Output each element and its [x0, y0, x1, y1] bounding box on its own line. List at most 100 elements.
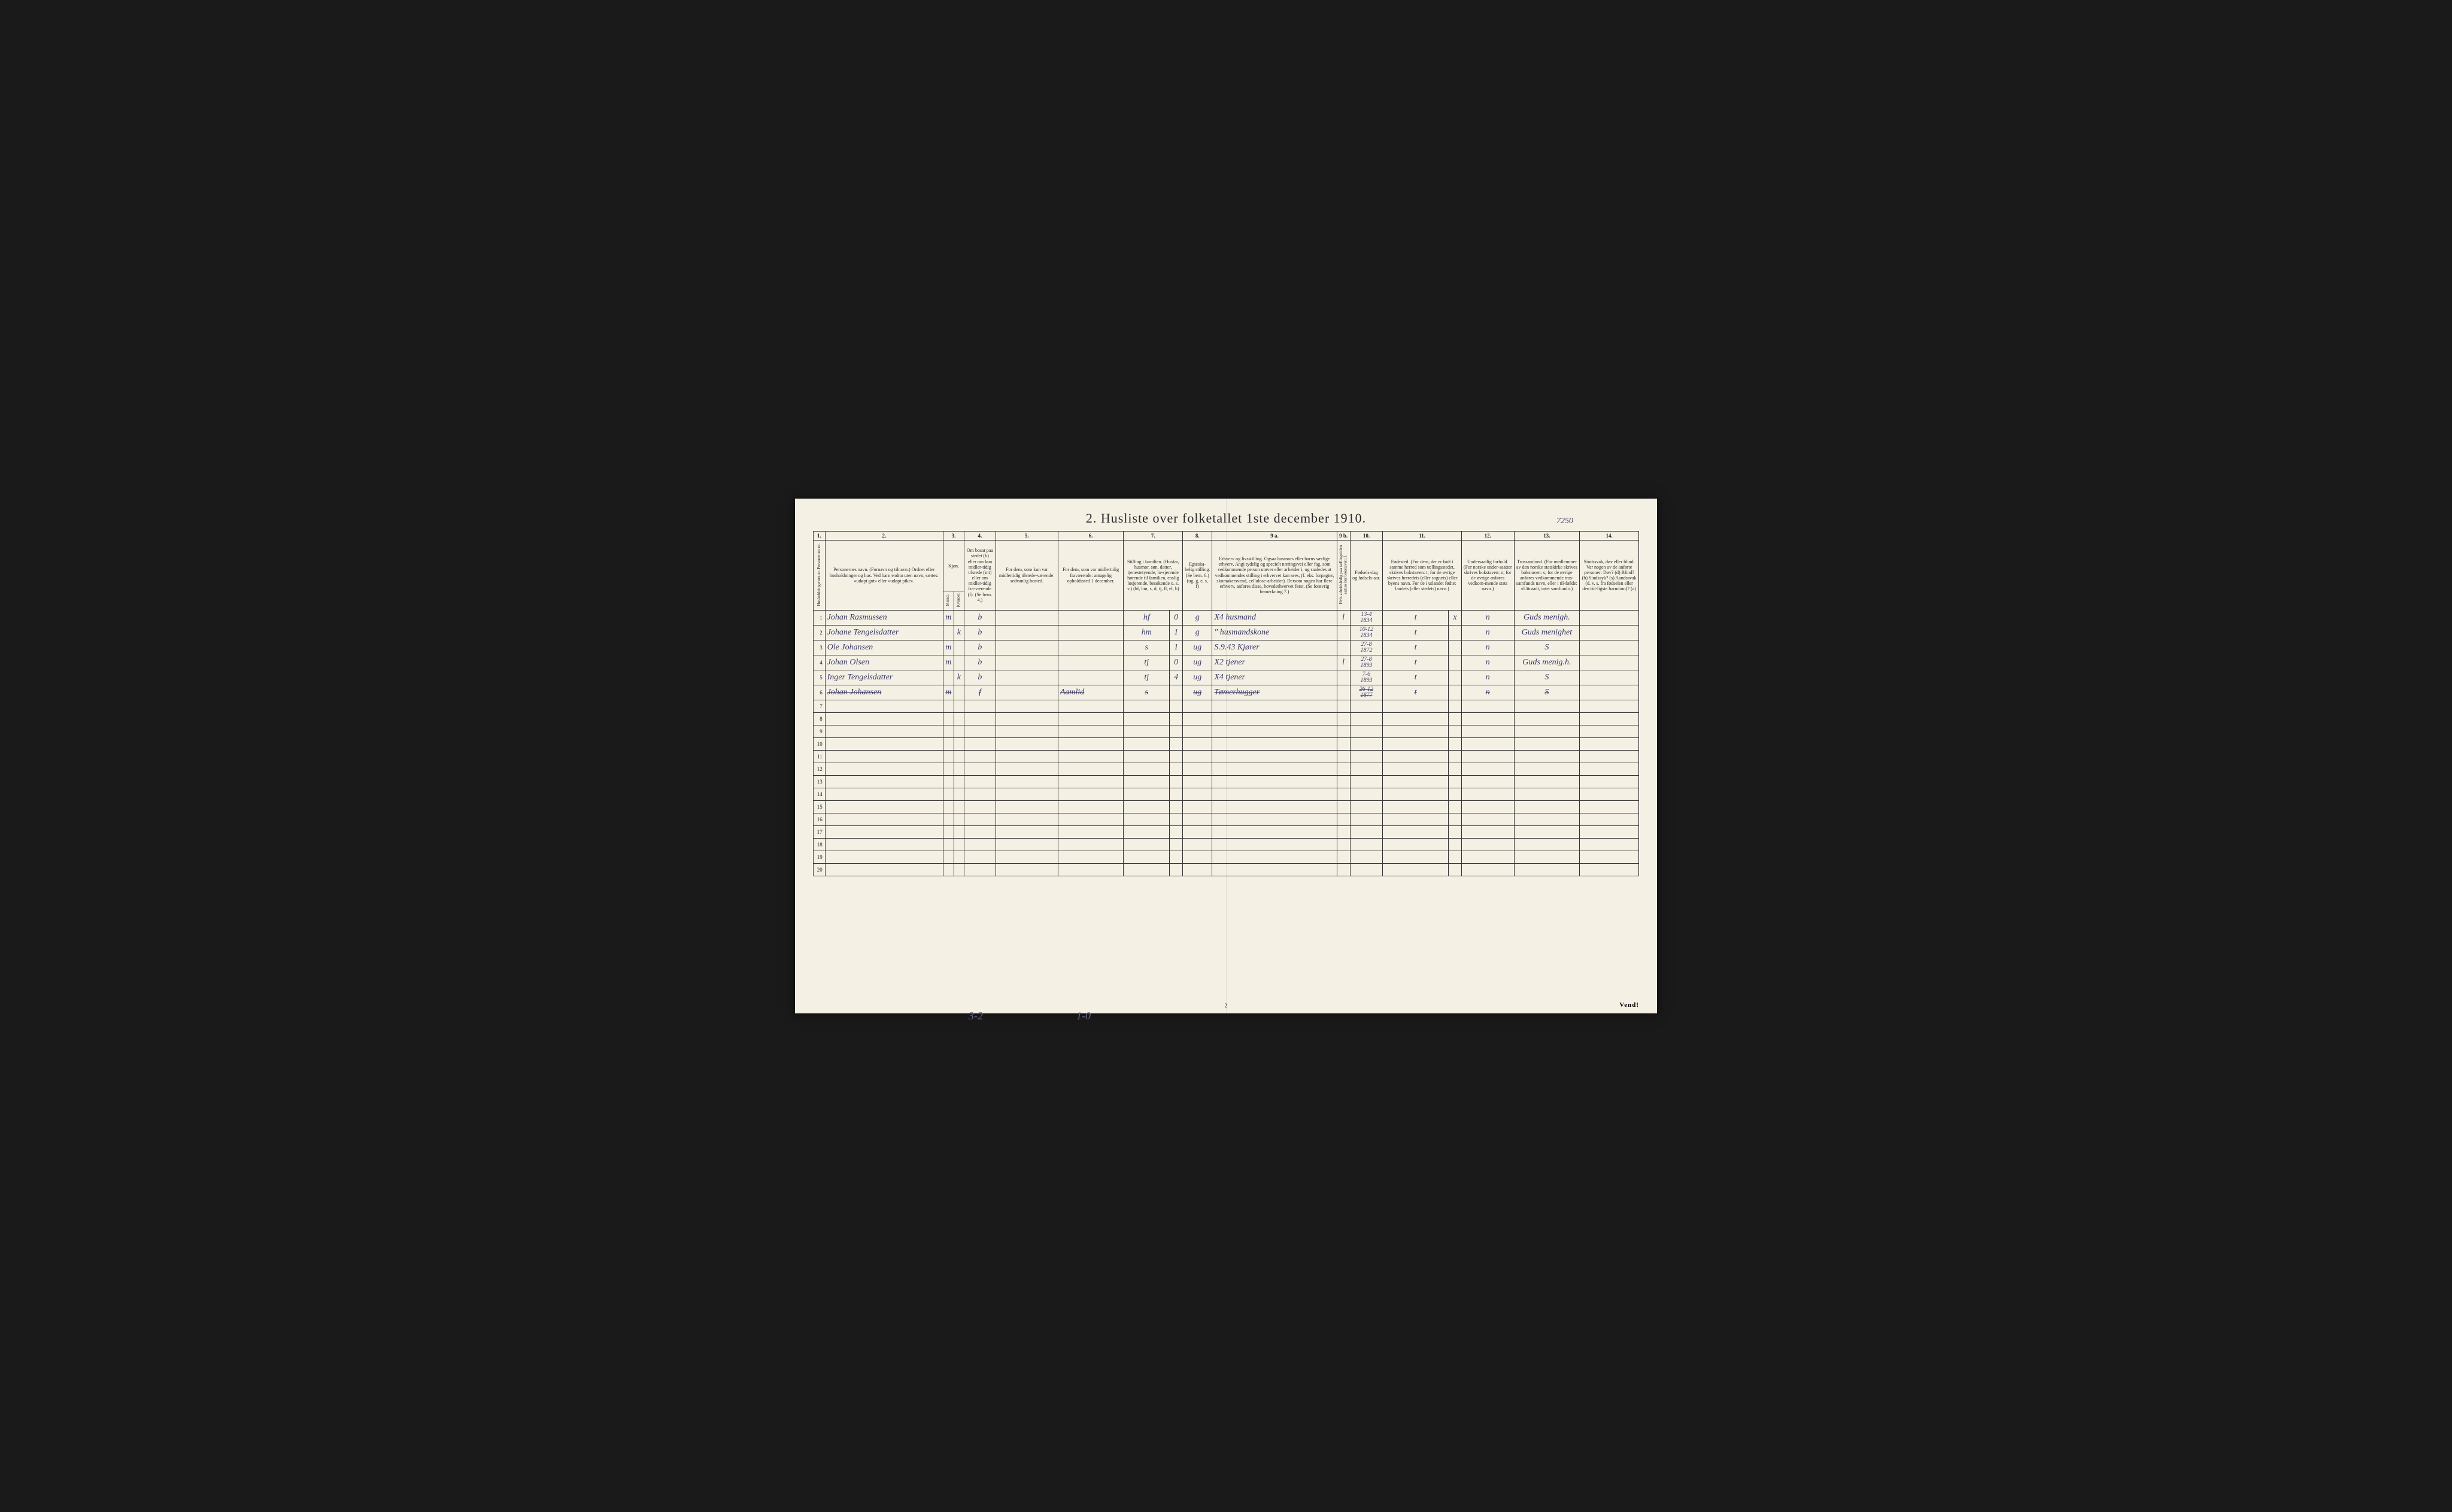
person-name	[825, 775, 943, 788]
usual-residence	[996, 788, 1058, 800]
family-position	[1124, 775, 1170, 788]
occupation	[1212, 863, 1337, 876]
family-position	[1124, 813, 1170, 825]
disability	[1580, 863, 1639, 876]
sex-female	[954, 640, 964, 655]
person-name: Johan Rasmussen	[825, 610, 943, 625]
birth-date: 10-121834	[1350, 625, 1383, 640]
sex-female	[954, 788, 964, 800]
sex-female	[954, 725, 964, 737]
birthplace-mark	[1448, 800, 1461, 813]
citizenship	[1461, 800, 1514, 813]
sex-female: k	[954, 625, 964, 640]
citizenship	[1461, 712, 1514, 725]
birth-date	[1350, 737, 1383, 750]
person-name	[825, 800, 943, 813]
birth-date: 7-61893	[1350, 670, 1383, 685]
family-position	[1124, 763, 1170, 775]
family-position-code	[1170, 750, 1183, 763]
occupation	[1212, 763, 1337, 775]
birthplace-mark	[1448, 640, 1461, 655]
whereabouts	[1058, 763, 1124, 775]
head-8: Egteska-belig stilling. (Se bem. 6.) (ug…	[1183, 541, 1212, 611]
person-name: Johan Olsen	[825, 655, 943, 670]
person-name	[825, 788, 943, 800]
birth-date: 27-81872	[1350, 640, 1383, 655]
marital-status	[1183, 825, 1212, 838]
head-3m: Mænd.	[943, 591, 954, 611]
birthplace-mark	[1448, 863, 1461, 876]
birthplace-mark	[1448, 813, 1461, 825]
sex-female	[954, 737, 964, 750]
sex-female	[954, 800, 964, 813]
unemployed: l	[1337, 655, 1350, 670]
birth-date	[1350, 712, 1383, 725]
family-position-code	[1170, 851, 1183, 863]
family-position	[1124, 750, 1170, 763]
person-name	[825, 813, 943, 825]
usual-residence	[996, 640, 1058, 655]
religion: S	[1514, 685, 1580, 700]
head-9a: Erhverv og livsstilling. Ogsaa husmors e…	[1212, 541, 1337, 611]
usual-residence	[996, 763, 1058, 775]
birthplace-mark	[1448, 750, 1461, 763]
citizenship	[1461, 813, 1514, 825]
sex-female	[954, 775, 964, 788]
family-position-code	[1170, 712, 1183, 725]
unemployed	[1337, 640, 1350, 655]
marital-status	[1183, 700, 1212, 712]
marital-status: ug	[1183, 640, 1212, 655]
religion	[1514, 763, 1580, 775]
head-3: Kjøn.	[943, 541, 964, 591]
usual-residence	[996, 725, 1058, 737]
citizenship	[1461, 725, 1514, 737]
usual-residence	[996, 700, 1058, 712]
colnum-5: 5.	[996, 532, 1058, 541]
disability	[1580, 813, 1639, 825]
whereabouts	[1058, 670, 1124, 685]
birthplace	[1383, 750, 1449, 763]
person-name	[825, 851, 943, 863]
usual-residence	[996, 670, 1058, 685]
citizenship	[1461, 851, 1514, 863]
sex-female	[954, 685, 964, 700]
whereabouts	[1058, 863, 1124, 876]
residence-status	[964, 725, 996, 737]
family-position	[1124, 825, 1170, 838]
unemployed	[1337, 737, 1350, 750]
sex-female	[954, 750, 964, 763]
unemployed	[1337, 700, 1350, 712]
unemployed	[1337, 851, 1350, 863]
row-number: 18	[814, 838, 826, 851]
religion	[1514, 863, 1580, 876]
usual-residence	[996, 655, 1058, 670]
citizenship: n	[1461, 625, 1514, 640]
religion: S	[1514, 670, 1580, 685]
residence-status: b	[964, 655, 996, 670]
disability	[1580, 750, 1639, 763]
row-number: 15	[814, 800, 826, 813]
religion	[1514, 712, 1580, 725]
citizenship	[1461, 700, 1514, 712]
birth-date: 26-121877	[1350, 685, 1383, 700]
unemployed	[1337, 800, 1350, 813]
occupation	[1212, 800, 1337, 813]
disability	[1580, 655, 1639, 670]
head-10: Fødsels-dag og fødsels-aar.	[1350, 541, 1383, 611]
birth-date: 13-41834	[1350, 610, 1383, 625]
birth-date: 27-81893	[1350, 655, 1383, 670]
usual-residence	[996, 625, 1058, 640]
family-position	[1124, 788, 1170, 800]
unemployed	[1337, 712, 1350, 725]
disability	[1580, 610, 1639, 625]
birth-date	[1350, 825, 1383, 838]
whereabouts	[1058, 775, 1124, 788]
pencil-bottom-mid: 1-0	[1076, 1010, 1091, 1022]
sex-male	[943, 838, 954, 851]
residence-status	[964, 737, 996, 750]
occupation	[1212, 775, 1337, 788]
birth-date	[1350, 788, 1383, 800]
citizenship: n	[1461, 610, 1514, 625]
sex-female	[954, 813, 964, 825]
disability	[1580, 775, 1639, 788]
